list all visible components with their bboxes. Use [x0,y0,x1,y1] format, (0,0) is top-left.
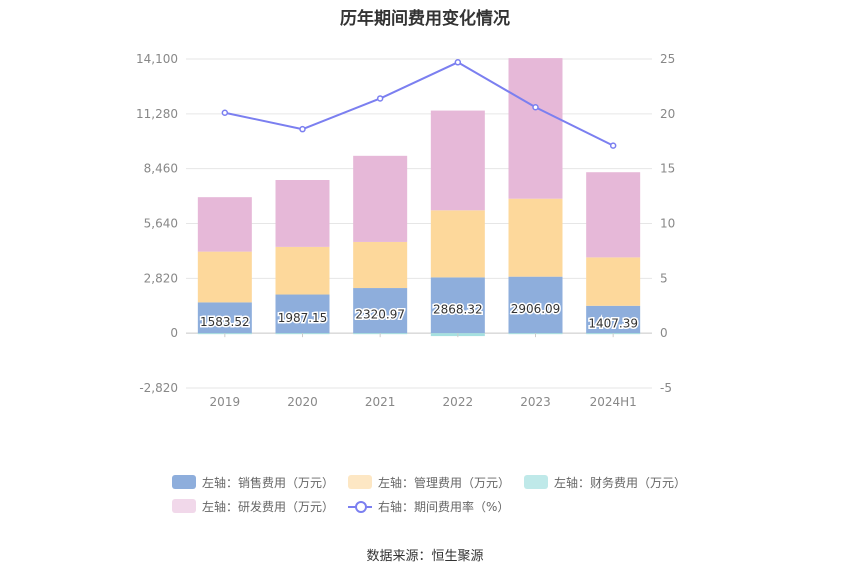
legend-swatch-sales [172,475,196,489]
left-axis-tick-label: 0 [170,326,178,340]
rate-point [299,125,306,133]
x-axis-tick-label: 2019 [210,395,241,409]
legend-label-admin: 左轴：管理费用（万元） [378,475,511,490]
left-axis-ticks: 14,100 11,280 8,460 5,640 2,820 0 -2,820 [136,52,178,395]
legend-item-sales[interactable]: 左轴：销售费用（万元） [172,474,334,491]
bar-segment [508,198,563,277]
chart-legend: 左轴：销售费用（万元） 左轴：管理费用（万元） 左轴：财务费用（万元） 左轴：研… [172,470,712,518]
legend-label-sales: 左轴：销售费用（万元） [202,475,335,490]
bar-segment [508,276,563,334]
left-axis-tick-label: 8,460 [144,162,178,176]
bar-segment [586,305,641,334]
bar-segment [353,155,408,242]
bar-segment [353,241,408,289]
legend-label-finance: 左轴：财务费用（万元） [554,475,687,490]
rate-point [221,109,229,116]
rate-line [224,61,614,147]
legend-item-rnd[interactable]: 左轴：研发费用（万元） [172,498,334,515]
bar-data-label: 1407.39 [588,316,638,330]
bar-segment [586,257,641,306]
rate-point [532,104,539,111]
right-axis-ticks: 25 20 15 10 5 0 -5 [660,52,675,395]
grid-lines [186,58,652,389]
bar-segment [353,288,408,334]
data-source-note: 数据来源：恒生聚源 [366,549,484,564]
bar-segment [197,302,252,334]
legend-label-rnd: 左轴：研发费用（万元） [202,499,335,514]
legend-swatch-rnd [172,499,196,513]
left-axis-tick-label: 2,820 [144,271,178,285]
left-axis-tick-label: 14,100 [136,52,178,66]
bar-data-label: 2868.32 [433,302,483,316]
x-axis-tick-label: 2021 [365,395,396,409]
bar-data-label: 1987.15 [278,311,328,325]
legend-item-rate[interactable]: 右轴：期间费用率（%） [348,498,509,515]
bar-data-label: 2906.09 [511,302,561,316]
bar-segment [197,197,252,252]
bar-segment [430,110,485,211]
right-axis-tick-label: 15 [660,162,675,176]
rate-point [454,59,462,66]
legend-item-finance[interactable]: 左轴：财务费用（万元） [524,474,686,491]
bar-segment [275,294,330,334]
right-axis-tick-label: 5 [660,271,668,285]
legend-line-marker-icon [348,499,373,513]
x-axis-ticks: 2019 2020 2021 2022 2023 2024H1 [210,333,637,409]
left-axis-tick-label: 11,280 [136,107,178,121]
legend-swatch-finance [524,475,549,489]
legend-swatch-admin [348,475,373,489]
bar-segment [430,210,485,278]
right-axis-tick-label: 10 [660,217,675,231]
right-axis-tick-label: -5 [660,381,672,395]
bar-segment [508,58,563,199]
bar-segment [430,277,485,334]
rate-line-series [221,59,617,149]
chart-title: 历年期间费用变化情况 [340,9,510,29]
legend-label-rate: 右轴：期间费用率（%） [378,499,510,514]
right-axis-tick-label: 20 [660,107,675,121]
left-axis-tick-label: -2,820 [139,381,178,395]
right-axis-tick-label: 25 [660,52,675,66]
bar-segment [275,179,330,247]
bar-data-labels: 1583.52 1987.15 2320.97 2868.32 2906.09 1407.… [199,300,640,332]
rate-point [609,142,617,149]
bar-segment [586,172,641,258]
bar-segment [197,251,252,303]
rate-point [376,95,384,102]
bar-segment [275,246,330,295]
legend-item-admin[interactable]: 左轴：管理费用（万元） [348,474,510,491]
x-axis-tick-label: 2022 [443,395,474,409]
right-axis-tick-label: 0 [660,326,668,340]
x-axis-tick-label: 2024H1 [590,395,637,409]
bar-series [197,58,641,337]
left-axis-tick-label: 5,640 [144,217,178,231]
bar-data-label: 1583.52 [200,315,250,329]
bar-data-label: 2320.97 [355,308,405,322]
x-axis-tick-label: 2020 [287,395,318,409]
x-axis-tick-label: 2023 [520,395,551,409]
